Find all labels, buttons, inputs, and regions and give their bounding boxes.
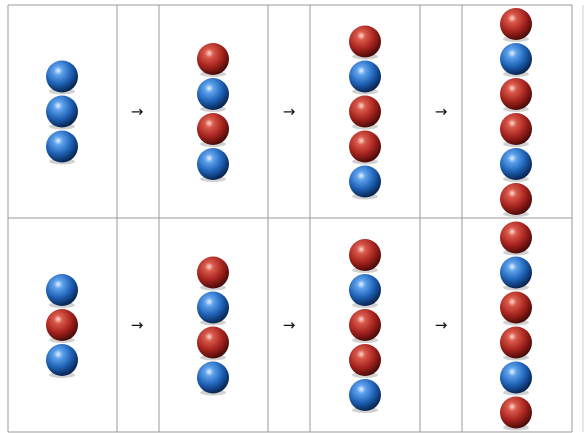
red-ball	[197, 43, 229, 75]
arrow-icon: →	[131, 103, 144, 121]
arrow-icon: →	[435, 316, 448, 334]
blue-ball	[46, 344, 78, 376]
red-ball	[500, 397, 532, 429]
blue-ball	[46, 274, 78, 306]
red-ball	[197, 327, 229, 359]
blue-ball	[349, 379, 381, 411]
arrow-icon: →	[435, 103, 448, 121]
blue-ball	[46, 131, 78, 163]
blue-ball	[500, 148, 532, 180]
red-ball	[500, 327, 532, 359]
ball-stack	[46, 61, 78, 165]
grid-lines	[8, 5, 583, 432]
arrow-icon: →	[283, 103, 296, 121]
ball-stack	[46, 274, 78, 378]
ball-stack	[197, 43, 229, 182]
blue-ball	[197, 362, 229, 394]
blue-ball	[349, 166, 381, 198]
arrow-icon: →	[131, 316, 144, 334]
red-ball	[349, 96, 381, 128]
cells: → → → → → →	[46, 8, 532, 431]
sequence-row: → → →	[46, 222, 532, 431]
blue-ball	[197, 292, 229, 324]
blue-ball	[500, 43, 532, 75]
blue-ball	[46, 96, 78, 128]
blue-ball	[349, 61, 381, 93]
red-ball	[500, 113, 532, 145]
ball-stack	[349, 239, 381, 413]
blue-ball	[197, 78, 229, 110]
red-ball	[500, 183, 532, 215]
red-ball	[197, 257, 229, 289]
ball-stack	[500, 222, 532, 431]
blue-ball	[349, 274, 381, 306]
ball-stack	[500, 8, 532, 217]
red-ball	[500, 78, 532, 110]
red-ball	[500, 292, 532, 324]
red-ball	[349, 26, 381, 58]
red-ball	[500, 8, 532, 40]
ball-stack	[349, 26, 381, 200]
sequence-row: → → →	[46, 8, 532, 217]
blue-ball	[500, 362, 532, 394]
red-ball	[349, 131, 381, 163]
ball-stack	[197, 257, 229, 396]
blue-ball	[46, 61, 78, 93]
blue-ball	[500, 257, 532, 289]
red-ball	[349, 239, 381, 271]
blue-ball	[197, 148, 229, 180]
red-ball	[197, 113, 229, 145]
red-ball	[349, 344, 381, 376]
red-ball	[46, 309, 78, 341]
arrow-icon: →	[283, 316, 296, 334]
red-ball	[500, 222, 532, 254]
red-ball	[349, 309, 381, 341]
